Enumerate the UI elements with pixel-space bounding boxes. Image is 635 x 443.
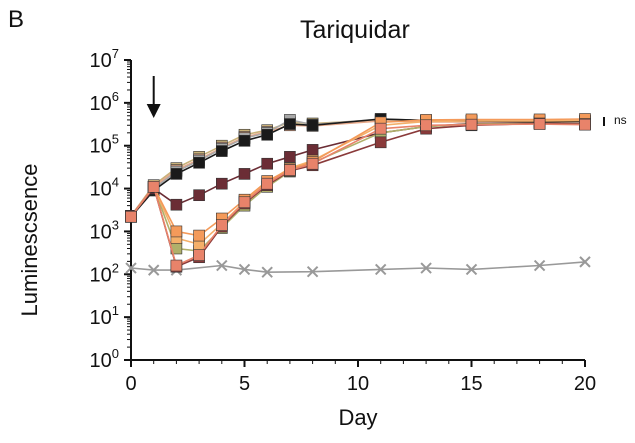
x-tick-label: 20 [574,373,596,395]
data-point [193,156,205,169]
data-point [238,196,251,209]
data-point [284,118,296,130]
series-line [130,261,586,274]
data-point [170,168,183,180]
data-point-x [420,262,432,274]
y-tick-label: 106 [90,89,119,115]
data-point [170,225,183,238]
data-point [261,128,274,141]
data-point-x [216,259,228,272]
data-point [261,157,274,170]
x-tick-label: 15 [460,373,482,395]
data-point [306,157,319,170]
data-point [125,210,137,223]
data-point-x [261,266,273,278]
data-point [374,122,387,135]
y-tick-label: 105 [90,132,119,158]
data-point [193,189,205,202]
data-point-x [579,256,591,268]
y-tick-label: 100 [90,346,119,372]
data-point-x [306,265,319,278]
series-line [130,118,586,237]
data-point [238,135,251,147]
data-point-x [533,259,546,272]
data-point-x [125,262,137,274]
data-point [284,164,296,176]
data-point [306,144,319,156]
x-axis-label: Day [338,405,378,430]
data-point-x [147,264,160,276]
data-point [216,145,228,157]
data-point [216,177,228,190]
data-point [193,249,205,261]
y-tick-label: 104 [90,175,119,201]
y-tick-label: 102 [90,260,119,286]
ns-annotation: ns [614,113,627,127]
data-point [193,229,205,242]
x-tick-label: 5 [239,373,250,395]
data-point [216,219,228,231]
data-point [170,259,183,272]
data-point [170,198,183,211]
data-point [579,118,591,131]
x-tick-label: 0 [125,373,136,395]
data-point [284,151,296,163]
y-tick-label: 103 [90,217,119,243]
y-tick-label: 107 [90,46,119,72]
data-point [306,119,319,132]
data-point [147,180,160,193]
data-point [465,118,478,131]
x-tick-label: 10 [347,373,369,395]
data-point [261,177,274,190]
data-point [533,118,546,130]
data-point [238,168,251,180]
data-point-x [238,263,251,276]
data-point-x [374,263,387,276]
data-point [374,136,387,149]
chart-title: Tariquidar [300,16,410,44]
data-point [420,119,432,132]
panel-letter: B [8,6,25,33]
data-point-x [465,263,478,276]
arrow-head [146,104,161,118]
y-tick-label: 101 [90,303,119,329]
